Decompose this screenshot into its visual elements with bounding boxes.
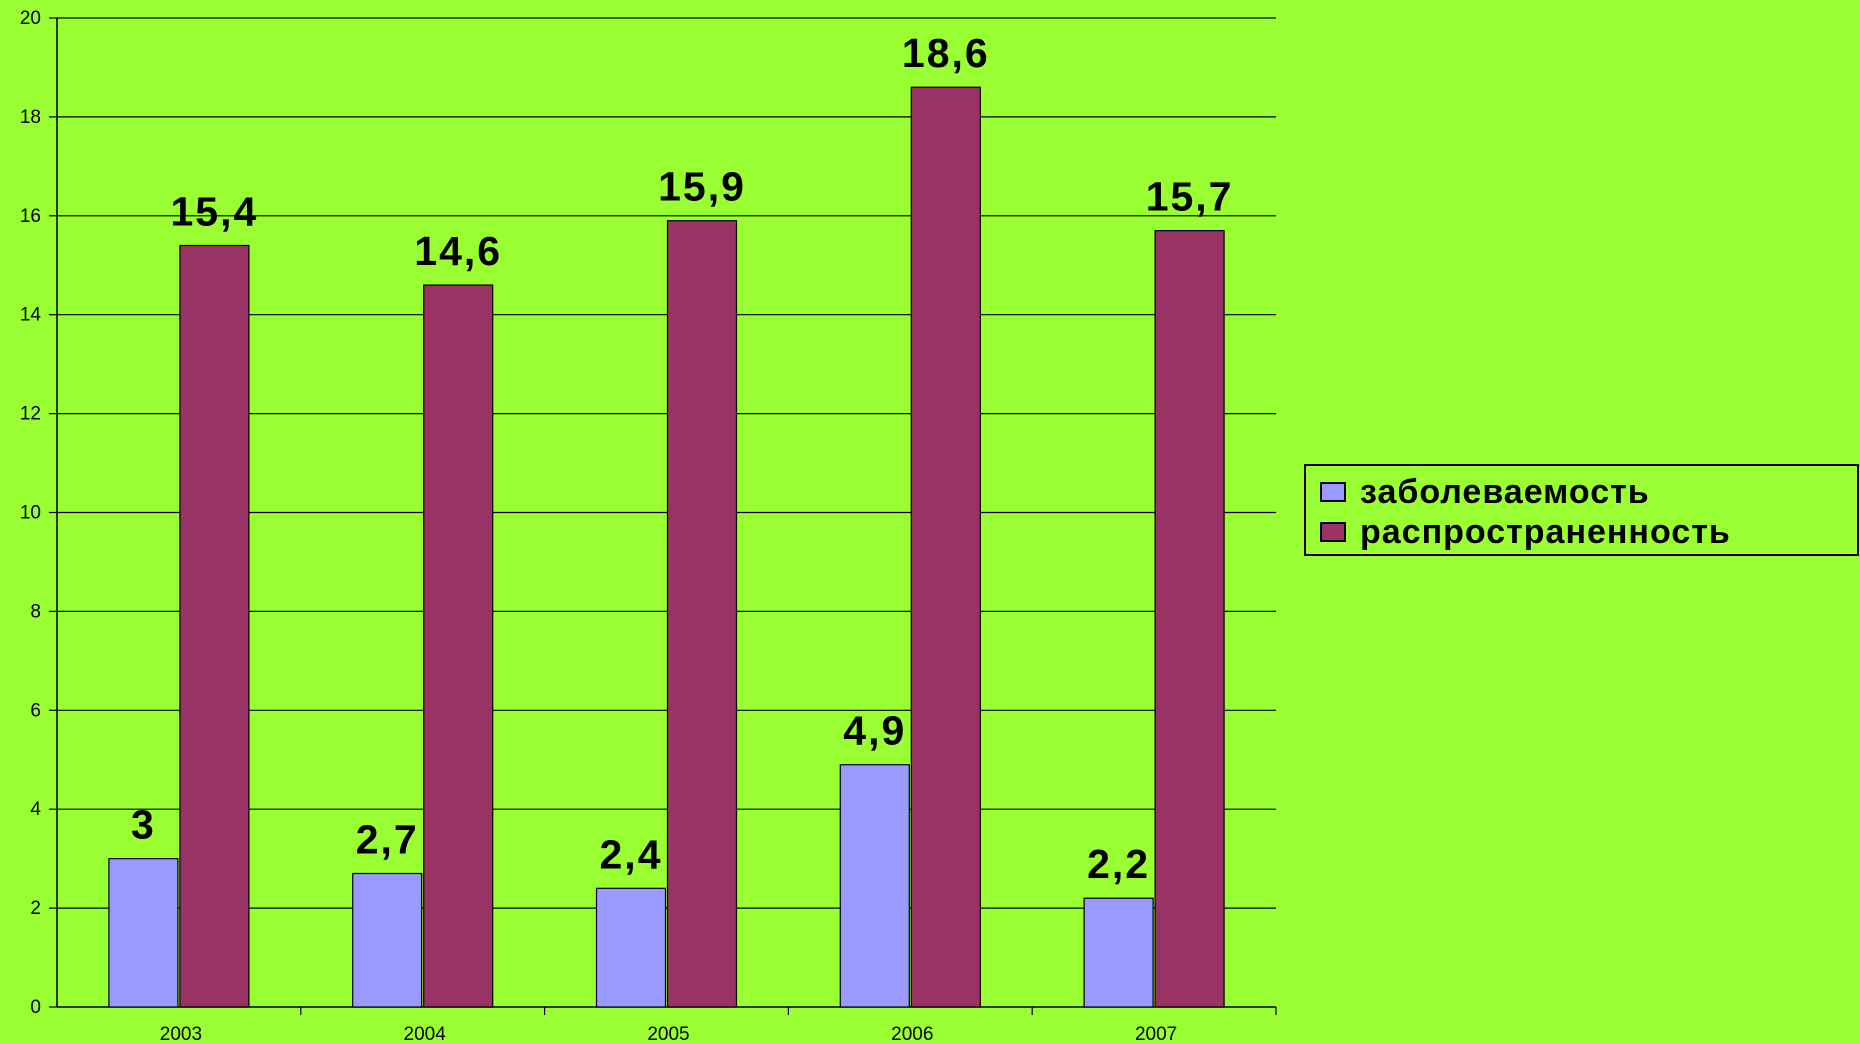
y-tick-label: 8 [30, 601, 41, 622]
data-label-prevalence: 15,9 [658, 164, 746, 210]
y-tick-label: 14 [20, 305, 42, 326]
legend-label-prevalence: распространенность [1360, 512, 1731, 551]
y-tick-label: 0 [30, 997, 41, 1018]
legend: заболеваемость распространенность [1304, 464, 1859, 556]
data-label-incidence: 4,9 [843, 708, 906, 754]
bar-incidence [108, 858, 179, 1008]
bar-prevalence [910, 86, 981, 1008]
data-label-prevalence: 15,4 [170, 188, 258, 234]
bar-chart-plot: 0 2 4 6 8 10 12 14 16 18 20 2003 3 15,4 2004 2,7 14,6 200… [20, 8, 1277, 1044]
y-tick-label: 16 [20, 206, 41, 227]
data-label-incidence: 3 [131, 802, 156, 848]
legend-item-prevalence: распространенность [1320, 512, 1731, 551]
data-label-incidence: 2,2 [1087, 841, 1150, 887]
bar-prevalence [666, 220, 738, 1008]
bar-incidence [595, 887, 667, 1008]
legend-item-incidence: заболеваемость [1320, 472, 1650, 511]
x-tick-label: 2005 [647, 1024, 689, 1044]
bar-incidence [1083, 897, 1154, 1008]
bar-prevalence [1154, 230, 1225, 1008]
data-label-incidence: 2,4 [600, 831, 663, 877]
data-label-prevalence: 14,6 [414, 228, 502, 274]
y-tick-label: 18 [20, 107, 41, 128]
legend-swatch-prevalence [1320, 522, 1346, 542]
legend-label-incidence: заболеваемость [1360, 472, 1650, 511]
data-label-incidence: 2,7 [356, 816, 419, 862]
bar-prevalence [423, 284, 494, 1008]
y-tick-label: 2 [30, 898, 41, 919]
y-tick-label: 10 [20, 503, 41, 524]
y-tick-label: 20 [20, 8, 41, 29]
y-tick-label: 4 [30, 799, 41, 820]
data-label-prevalence: 18,6 [902, 30, 990, 76]
x-tick-label: 2003 [160, 1024, 202, 1044]
legend-swatch-incidence [1320, 482, 1346, 502]
y-tick-label: 12 [20, 404, 41, 425]
bar-incidence [352, 872, 423, 1008]
x-tick-label: 2007 [1135, 1024, 1177, 1044]
data-label-prevalence: 15,7 [1146, 174, 1234, 220]
x-tick-label: 2006 [891, 1024, 933, 1044]
bar-incidence [839, 764, 910, 1008]
bar-prevalence [179, 244, 250, 1008]
y-tick-label: 6 [30, 700, 41, 721]
x-tick-label: 2004 [404, 1024, 447, 1044]
